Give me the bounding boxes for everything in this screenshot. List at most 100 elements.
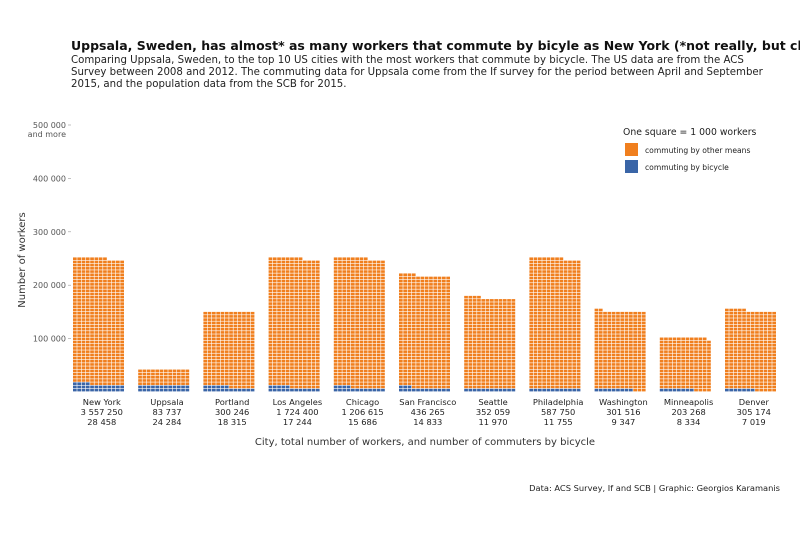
square-other xyxy=(116,299,120,302)
square-other xyxy=(555,308,559,312)
square-bicycle xyxy=(285,388,290,392)
square-other xyxy=(355,279,359,283)
square-other xyxy=(498,334,503,337)
square-other xyxy=(559,375,564,379)
square-other xyxy=(550,283,555,286)
square-other xyxy=(363,324,368,328)
square-other xyxy=(207,321,212,325)
square-other xyxy=(468,299,473,302)
square-other xyxy=(381,375,385,379)
square-other xyxy=(763,350,768,353)
square-other xyxy=(346,315,351,318)
square-other xyxy=(576,279,581,283)
square-other xyxy=(342,366,347,369)
square-other xyxy=(311,366,316,369)
square-other xyxy=(107,299,112,302)
square-other xyxy=(659,343,664,347)
square-other xyxy=(477,299,481,302)
square-other xyxy=(307,318,311,321)
square-other xyxy=(98,305,103,309)
square-other xyxy=(107,260,112,264)
square-other xyxy=(342,318,347,321)
square-other xyxy=(285,299,290,302)
square-other xyxy=(281,263,286,267)
square-other xyxy=(550,289,555,293)
square-other xyxy=(763,375,768,379)
square-bicycle xyxy=(342,388,347,392)
square-other xyxy=(559,379,564,382)
square-other xyxy=(737,353,742,357)
square-other xyxy=(272,311,277,315)
square-other xyxy=(442,305,446,309)
square-other xyxy=(372,375,377,379)
square-other xyxy=(481,356,486,360)
square-other xyxy=(103,273,107,277)
square-other xyxy=(268,337,273,341)
square-other xyxy=(624,331,629,334)
square-other xyxy=(429,315,433,318)
square-other xyxy=(220,353,225,357)
square-other xyxy=(437,385,442,389)
square-bicycle xyxy=(237,388,242,392)
square-other xyxy=(81,273,86,277)
square-other xyxy=(424,369,429,373)
square-other xyxy=(420,359,425,363)
square-other xyxy=(464,318,468,321)
square-other xyxy=(277,327,281,331)
square-other xyxy=(490,363,494,366)
waffle-portland xyxy=(203,311,255,392)
square-other xyxy=(294,260,299,264)
square-other xyxy=(159,369,164,373)
square-other xyxy=(755,379,759,382)
square-other xyxy=(442,331,446,334)
square-other xyxy=(272,382,277,385)
square-bicycle xyxy=(485,388,490,392)
square-other xyxy=(212,311,216,315)
square-other xyxy=(629,379,633,382)
square-other xyxy=(424,340,429,344)
square-other xyxy=(559,260,564,264)
square-other xyxy=(498,353,503,357)
square-other xyxy=(351,366,355,369)
square-other xyxy=(90,369,94,373)
square-other xyxy=(368,334,372,337)
square-other xyxy=(698,340,703,344)
square-other xyxy=(424,359,429,363)
square-other xyxy=(359,311,364,315)
square-other xyxy=(363,273,368,277)
square-other xyxy=(446,299,450,302)
square-other xyxy=(90,382,94,385)
square-other xyxy=(272,257,277,261)
square-other xyxy=(77,375,81,379)
square-other xyxy=(755,388,759,392)
square-other xyxy=(346,318,351,321)
square-other xyxy=(763,379,768,382)
square-bicycle xyxy=(303,388,307,392)
square-other xyxy=(568,340,572,344)
square-other xyxy=(763,388,768,392)
square-other xyxy=(746,356,751,360)
square-other xyxy=(502,324,507,328)
square-other xyxy=(494,375,498,379)
square-other xyxy=(107,279,112,283)
square-other xyxy=(750,382,755,385)
square-other xyxy=(502,385,507,389)
square-other xyxy=(277,276,281,280)
square-other xyxy=(281,286,286,289)
square-other xyxy=(103,366,107,369)
square-other xyxy=(346,263,351,267)
square-other xyxy=(550,327,555,331)
square-other xyxy=(420,311,425,315)
square-other xyxy=(303,382,307,385)
square-other xyxy=(664,347,668,350)
square-other xyxy=(464,385,468,389)
square-other xyxy=(303,343,307,347)
square-other xyxy=(429,311,433,315)
square-other xyxy=(277,321,281,325)
square-other xyxy=(420,279,425,283)
square-other xyxy=(142,372,147,376)
square-other xyxy=(420,295,425,299)
square-other xyxy=(250,359,255,363)
square-other xyxy=(281,366,286,369)
square-other xyxy=(407,382,412,385)
